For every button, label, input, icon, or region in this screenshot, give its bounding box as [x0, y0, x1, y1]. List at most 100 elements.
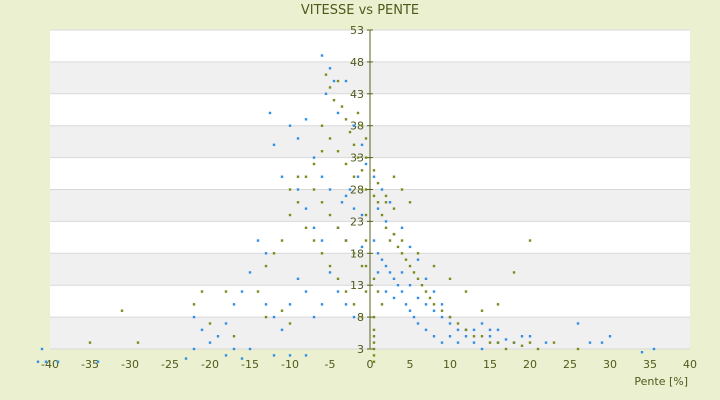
data-point	[420, 284, 424, 287]
data-point	[372, 354, 376, 357]
data-point	[36, 360, 40, 363]
data-point	[416, 252, 420, 255]
data-point	[376, 181, 380, 185]
data-point	[256, 239, 260, 242]
data-point	[360, 213, 364, 217]
data-point	[320, 201, 324, 204]
data-point	[288, 303, 292, 306]
data-point	[380, 188, 384, 191]
x-tick-label: 20	[523, 358, 537, 371]
data-point	[392, 296, 396, 300]
data-point	[416, 258, 420, 261]
data-point	[324, 73, 328, 76]
data-point	[448, 322, 452, 325]
data-point	[288, 124, 292, 127]
data-point	[364, 213, 368, 217]
data-point	[544, 341, 548, 344]
data-point	[304, 354, 308, 357]
data-point	[356, 111, 360, 115]
data-point	[248, 347, 252, 351]
data-point	[372, 335, 376, 338]
data-point	[328, 86, 332, 89]
data-point	[264, 264, 268, 268]
data-point	[352, 252, 356, 255]
data-point	[320, 124, 324, 127]
data-point	[312, 188, 316, 191]
data-point	[352, 315, 356, 319]
data-point	[384, 264, 388, 268]
data-point	[416, 296, 420, 300]
x-tick-label: -30	[121, 358, 139, 371]
data-point	[488, 328, 492, 332]
data-point	[360, 264, 364, 268]
data-point	[304, 290, 308, 293]
data-point	[192, 303, 196, 306]
y-tick-label: 23	[350, 215, 364, 228]
data-point	[372, 328, 376, 332]
data-point	[472, 328, 476, 332]
data-point	[356, 175, 360, 178]
data-point	[332, 98, 336, 102]
data-point	[428, 296, 432, 300]
data-point	[392, 207, 396, 210]
data-point	[272, 143, 276, 147]
data-point	[536, 347, 540, 351]
data-point	[504, 347, 508, 351]
x-tick-label: -40	[41, 358, 59, 371]
data-point	[432, 303, 436, 306]
data-point	[472, 341, 476, 344]
data-point	[136, 341, 140, 344]
x-tick-label: -5	[325, 358, 336, 371]
data-point	[608, 335, 612, 338]
data-point	[224, 290, 228, 293]
data-point	[360, 315, 364, 319]
data-point	[312, 156, 316, 159]
x-tick-label: 35	[643, 358, 657, 371]
data-point	[312, 162, 316, 166]
data-point	[456, 328, 460, 332]
data-point	[320, 54, 324, 57]
data-point	[332, 79, 336, 83]
data-point	[376, 252, 380, 255]
data-point	[400, 188, 404, 191]
x-tick-label: 40	[683, 358, 697, 371]
data-point	[312, 226, 316, 229]
data-point	[384, 201, 388, 204]
data-point	[408, 245, 412, 249]
data-point	[372, 341, 376, 344]
x-tick-label: -10	[281, 358, 299, 371]
data-point	[288, 322, 292, 325]
x-tick-label: 10	[443, 358, 457, 371]
data-point	[412, 271, 416, 274]
data-point	[352, 124, 356, 127]
data-point	[344, 290, 348, 293]
data-point	[520, 344, 524, 348]
data-point	[372, 194, 376, 198]
y-tick-label: 3	[357, 343, 364, 356]
data-point	[360, 245, 364, 249]
data-point	[336, 150, 340, 153]
data-point	[352, 207, 356, 210]
data-point	[408, 309, 412, 312]
x-tick-label: 25	[563, 358, 577, 371]
data-point	[496, 303, 500, 306]
data-point	[448, 277, 452, 281]
data-point	[400, 252, 404, 255]
x-tick-label: -35	[81, 358, 99, 371]
data-point	[396, 245, 400, 249]
data-point	[416, 322, 420, 325]
data-point	[336, 226, 340, 229]
data-point	[440, 303, 444, 306]
data-point	[496, 328, 500, 332]
data-point	[224, 354, 228, 357]
data-point	[392, 277, 396, 281]
data-point	[520, 335, 524, 338]
data-point	[340, 105, 344, 108]
data-point	[432, 309, 436, 312]
data-point	[600, 341, 604, 344]
data-point	[480, 309, 484, 312]
data-point	[372, 239, 376, 242]
data-point	[448, 315, 452, 319]
data-point	[320, 239, 324, 242]
data-point	[352, 175, 356, 178]
